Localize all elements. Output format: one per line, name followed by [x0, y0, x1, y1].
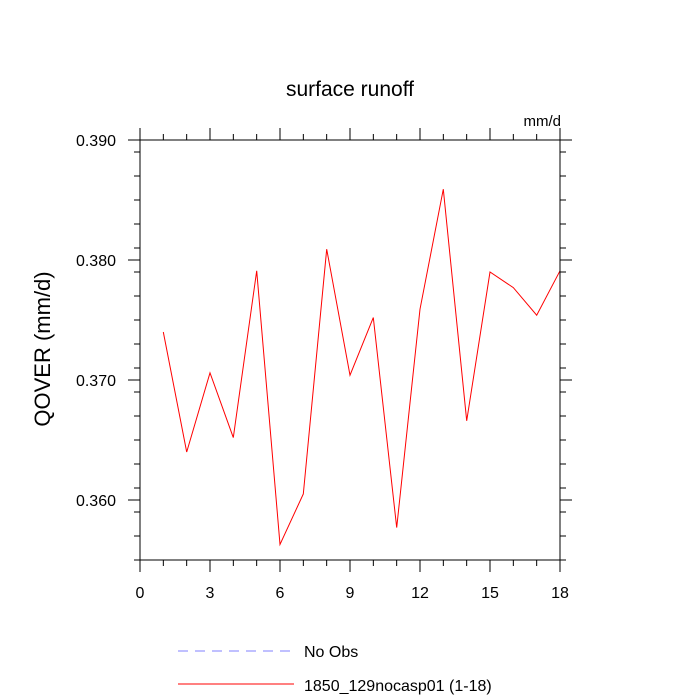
y-tick-labels: 0.360 0.370 0.380 0.390 [76, 133, 116, 510]
y-tick-label: 0.390 [76, 133, 116, 150]
chart-title: surface runoff [286, 78, 414, 101]
units-label: mm/d [524, 113, 562, 130]
x-tick-label: 15 [481, 585, 499, 602]
x-tick-label: 6 [276, 585, 285, 602]
y-tick-label: 0.380 [76, 253, 116, 270]
x-tick-label: 0 [136, 585, 145, 602]
legend-label-no-obs: No Obs [304, 644, 358, 661]
y-tick-label: 0.370 [76, 373, 116, 390]
x-tick-label: 12 [411, 585, 429, 602]
x-tick-label: 3 [206, 585, 215, 602]
plot-frame [139, 139, 561, 561]
legend-label-model-run: 1850_129nocasp01 (1-18) [304, 678, 492, 695]
x-tick-label: 9 [346, 585, 355, 602]
axis-ticks [128, 128, 572, 572]
y-tick-label: 0.360 [76, 493, 116, 510]
series-line-1 [162, 189, 561, 547]
x-tick-labels: 0 3 6 9 12 15 18 [136, 585, 569, 602]
legend: No Obs 1850_129nocasp01 (1-18) [178, 644, 492, 695]
y-axis-label: QOVER (mm/d) [30, 271, 55, 426]
x-tick-label: 18 [551, 585, 569, 602]
series-lines [162, 189, 561, 547]
